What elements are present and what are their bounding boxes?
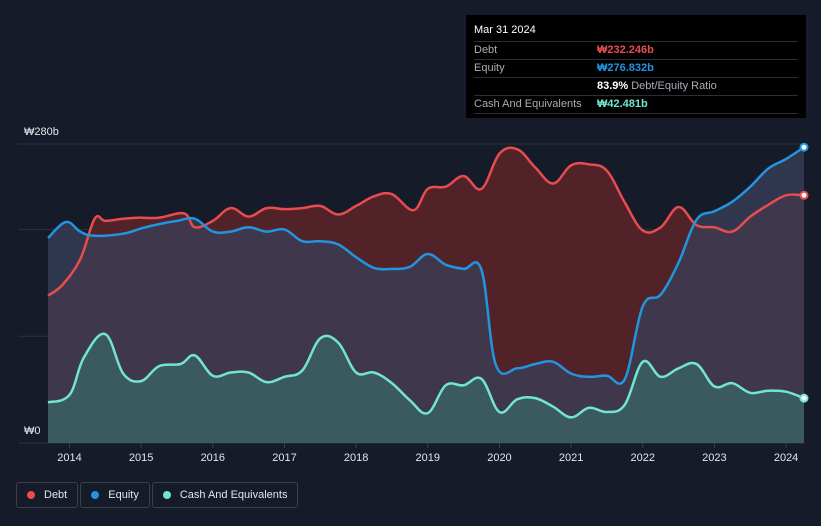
cash-dot-icon (162, 491, 171, 499)
chart-axes: ₩280b ₩0 2014 2015 2016 2017 2018 2019 2020 2021 2… (24, 126, 798, 464)
cash-line (47, 332, 805, 419)
cash-end-marker (799, 393, 809, 403)
chart-areas (48, 147, 804, 443)
legend-item-cash[interactable]: Cash And Equivalents (151, 482, 299, 508)
y-tick-label-1: ₩0 (24, 425, 41, 437)
tooltip-ratio-value: 83.9% (597, 80, 629, 92)
x-tick-label-2018: 2018 (344, 452, 368, 464)
legend-item-equity[interactable]: Equity (80, 482, 150, 508)
tooltip-ratio-label: Debt/Equity Ratio (631, 80, 717, 92)
x-tick-label-2021: 2021 (559, 452, 583, 464)
tooltip-ratio-spacer (474, 78, 597, 95)
x-tick-label-2015: 2015 (129, 452, 153, 464)
debt-end-marker (799, 190, 809, 200)
debt-line (47, 146, 805, 297)
x-tick-label-2020: 2020 (487, 452, 511, 464)
x-tick-label-2017: 2017 (272, 452, 296, 464)
tooltip-row-debt: Debt ₩232.246b (474, 41, 798, 59)
tooltip-row-cash: Cash And Equivalents ₩42.481b (474, 95, 798, 114)
equity-line (47, 146, 805, 385)
x-tick-label-2014: 2014 (57, 452, 81, 464)
legend-equity-label: Equity (108, 489, 139, 501)
tooltip-debt-value: ₩232.246b (597, 44, 654, 56)
tooltip-row-ratio: 83.9% Debt/Equity Ratio (474, 77, 798, 95)
x-tick-label-2023: 2023 (702, 452, 726, 464)
legend-debt-label: Debt (44, 489, 68, 501)
data-tooltip: Mar 31 2024 Debt ₩232.246b Equity ₩276.8… (466, 15, 806, 118)
equity-area (48, 147, 804, 443)
tooltip-cash-label: Cash And Equivalents (474, 98, 582, 110)
chart-end-markers (799, 142, 809, 403)
tooltip-cash-value: ₩42.481b (597, 98, 648, 110)
x-tick-label-2019: 2019 (416, 452, 440, 464)
legend-cash-label: Cash And Equivalents (179, 489, 288, 501)
x-tick-label-2016: 2016 (201, 452, 225, 464)
legend-item-debt[interactable]: Debt (16, 482, 79, 508)
tooltip-row-equity: Equity ₩276.832b (474, 59, 798, 77)
y-tick-label-0: ₩280b (24, 126, 59, 138)
cash-area (48, 333, 804, 443)
tooltip-debt-label: Debt (474, 44, 498, 56)
tooltip-equity-value: ₩276.832b (597, 62, 654, 74)
equity-dot-icon (91, 491, 100, 499)
tooltip-date: Mar 31 2024 (474, 24, 536, 36)
tooltip-equity-label: Equity (474, 62, 505, 74)
x-tick-label-2024: 2024 (774, 452, 798, 464)
chart-lines (47, 146, 805, 419)
debt-dot-icon (27, 491, 35, 499)
equity-end-marker (799, 142, 809, 152)
chart-legend: Debt Equity Cash And Equivalents (16, 482, 300, 510)
x-tick-label-2022: 2022 (631, 452, 655, 464)
